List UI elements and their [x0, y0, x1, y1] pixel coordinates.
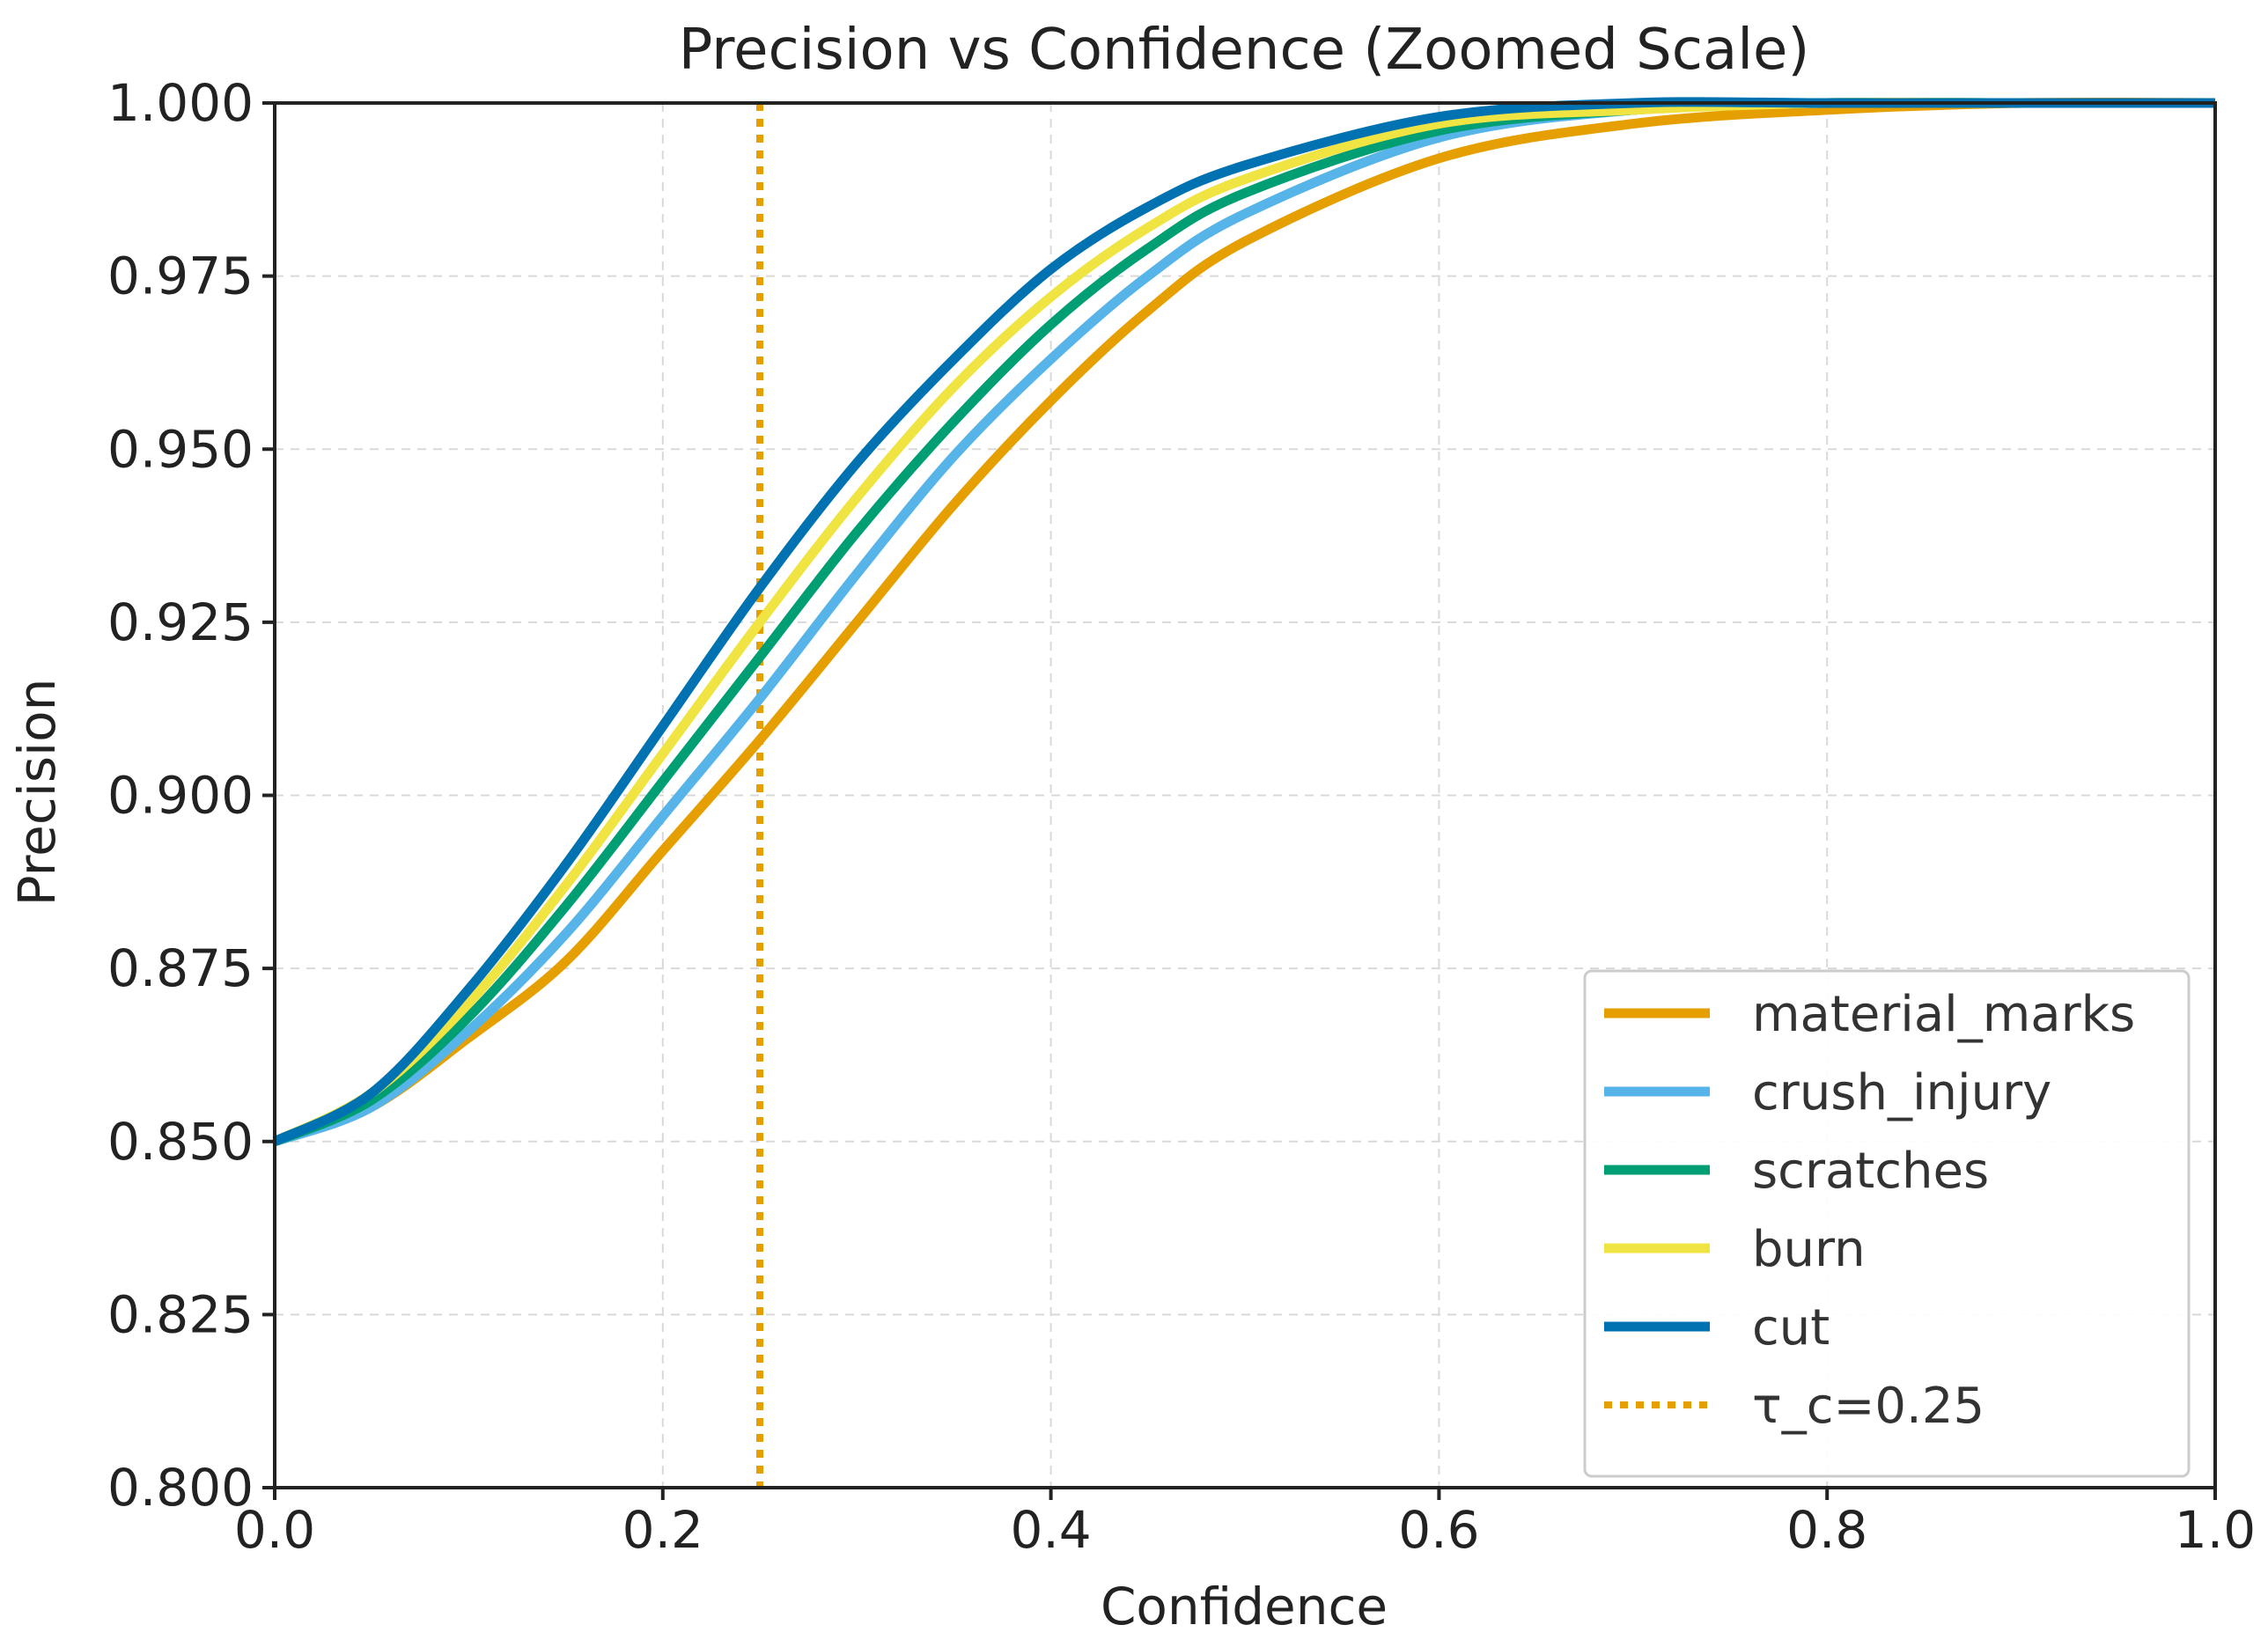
chart-title: Precision vs Confidence (Zoomed Scale): [679, 18, 1810, 83]
legend-label: scratches: [1752, 1143, 1989, 1200]
y-tick-label: 0.825: [107, 1284, 254, 1344]
x-tick-label: 1.0: [2175, 1500, 2256, 1560]
y-tick-label: 0.925: [107, 592, 254, 652]
x-tick-label: 0.0: [234, 1500, 315, 1560]
y-axis-label: Precision: [7, 679, 67, 907]
plot-frame: [273, 101, 2217, 1489]
y-tick-label: 1.000: [107, 73, 254, 133]
legend: material_marks crush_injury scratches burn c…: [1583, 969, 2191, 1478]
legend-label: crush_injury: [1752, 1064, 2051, 1121]
legend-label: τ_c=0.25: [1752, 1378, 1984, 1435]
y-tick-label: 0.875: [107, 938, 254, 998]
x-tick-label: 0.8: [1786, 1500, 1867, 1560]
legend-box: [1583, 969, 2191, 1478]
series-line-material-marks: [273, 97, 2216, 1146]
y-tick-label: 0.975: [107, 246, 254, 306]
y-tick-label: 0.800: [107, 1458, 254, 1518]
x-axis-label: Confidence: [1101, 1577, 1388, 1636]
y-tick-label: 0.850: [107, 1112, 254, 1172]
x-tick-label: 0.4: [1010, 1500, 1091, 1560]
y-tick-label: 0.950: [107, 419, 254, 479]
axes: [262, 101, 2217, 1500]
y-tick-label: 0.900: [107, 766, 254, 826]
legend-label: burn: [1752, 1221, 1866, 1278]
x-tick-label: 0.6: [1398, 1500, 1479, 1560]
legend-label: cut: [1752, 1299, 1830, 1357]
x-tick-label: 0.2: [622, 1500, 703, 1560]
legend-label: material_marks: [1752, 986, 2135, 1043]
tick-labels: 0.0 0.2 0.4 0.6 0.8 1.0 0.800 0.825 0.850 0.875 0.…: [107, 73, 2256, 1560]
